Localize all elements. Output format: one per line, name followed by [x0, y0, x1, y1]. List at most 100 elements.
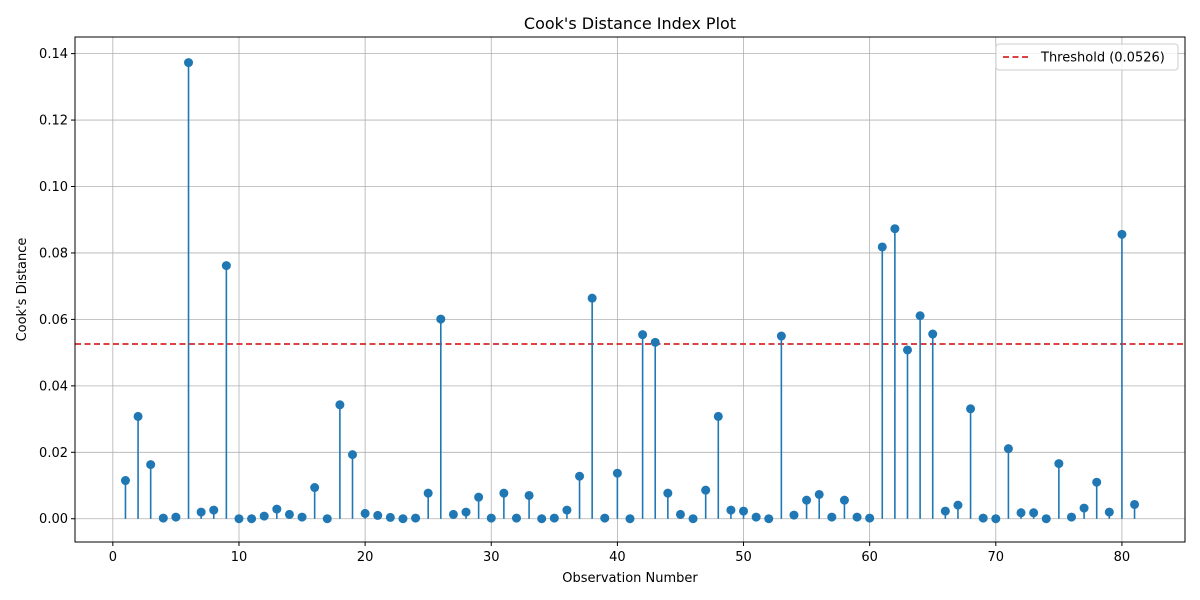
stem-marker [322, 514, 332, 524]
stem-marker [436, 314, 446, 324]
stem-marker [1104, 507, 1114, 517]
stem-marker [915, 311, 925, 321]
stem-marker [713, 411, 723, 421]
stem-marker [284, 509, 294, 519]
stem-marker [486, 513, 496, 523]
stem-marker [928, 329, 938, 339]
stem-marker [184, 58, 194, 68]
stem-marker [411, 513, 421, 523]
stem-marker [1054, 459, 1064, 469]
stem-marker [221, 261, 231, 271]
x-tick-label: 50 [735, 550, 752, 565]
stem-marker [650, 337, 660, 347]
y-tick-label: 0.06 [39, 313, 68, 328]
stem-marker [865, 513, 875, 523]
stem-marker [1117, 229, 1127, 239]
stem-marker [751, 512, 761, 522]
stem-marker [335, 400, 345, 410]
stem-marker [360, 508, 370, 518]
stem-marker [1079, 503, 1089, 513]
stem-marker [310, 483, 320, 493]
stem-marker [196, 507, 206, 517]
stem-marker [726, 505, 736, 515]
stem-marker [549, 513, 559, 523]
legend: Threshold (0.0526) [995, 43, 1179, 71]
stem-marker [398, 514, 408, 524]
stem-marker [1003, 444, 1013, 454]
stem-marker [1041, 514, 1051, 524]
stem-marker [537, 514, 547, 524]
stem-marker [827, 512, 837, 522]
stem-marker [1130, 499, 1140, 509]
stem-marker [903, 345, 912, 355]
stem-marker [802, 495, 812, 505]
stem-marker [978, 513, 988, 523]
stem-marker [272, 504, 282, 514]
stem-marker [234, 514, 244, 524]
stem-series [120, 58, 1140, 524]
x-tick-label: 20 [357, 550, 374, 565]
stem-marker [764, 514, 774, 524]
x-tick-label: 10 [231, 550, 248, 565]
stem-marker [776, 331, 786, 341]
stem-marker [461, 507, 471, 517]
stem-marker [966, 404, 976, 414]
stem-marker [852, 512, 862, 522]
stem-marker [209, 505, 219, 515]
plot-area-frame [74, 36, 1186, 543]
stem-marker [297, 512, 307, 522]
y-tick-label: 0.12 [39, 114, 68, 129]
x-tick-label: 70 [988, 550, 1005, 565]
axis-ticks: 0 10 20 30 40 50 60 70 80 0.00 0.02 0.04 0.06 0.08 0.1… [39, 47, 1130, 565]
y-tick-label: 0.10 [39, 180, 68, 195]
y-tick-label: 0.00 [39, 512, 68, 527]
x-tick-label: 40 [609, 550, 626, 565]
stem-marker [940, 506, 950, 516]
y-tick-label: 0.08 [39, 246, 68, 261]
stem-marker [133, 411, 143, 421]
stem-marker [524, 490, 534, 500]
stem-marker [839, 495, 849, 505]
stem-marker [146, 460, 156, 470]
stem-marker [789, 510, 799, 520]
stem-marker [675, 509, 685, 519]
stem-marker [474, 492, 484, 502]
x-axis-title: Observation Number [562, 571, 698, 586]
stem-marker [575, 471, 585, 481]
stem-marker [701, 485, 711, 495]
stem-marker [511, 513, 521, 523]
y-tick-label: 0.14 [39, 47, 68, 62]
stem-marker [814, 489, 824, 499]
x-tick-label: 30 [483, 550, 500, 565]
stem-marker [877, 242, 887, 252]
stem-marker [688, 514, 698, 524]
stem-marker [373, 510, 383, 520]
stem-marker [247, 514, 257, 524]
stem-marker [991, 514, 1001, 524]
stem-marker [1092, 477, 1102, 487]
stem-marker [600, 513, 610, 523]
stem-marker [499, 488, 509, 498]
stem-marker [890, 224, 900, 234]
stem-marker [562, 505, 572, 515]
x-tick-label: 0 [109, 550, 117, 565]
stem-marker [385, 512, 395, 522]
stem-marker [638, 330, 648, 340]
stem-marker [1029, 508, 1039, 518]
x-tick-label: 80 [1114, 550, 1131, 565]
stem-marker [1066, 512, 1076, 522]
stem-marker [953, 500, 963, 510]
stem-marker [259, 511, 269, 521]
stem-marker [120, 476, 130, 486]
stem-marker [612, 468, 622, 478]
stem-marker [448, 509, 458, 519]
stem-marker [1016, 508, 1026, 518]
y-axis-title: Cook's Distance [15, 238, 30, 342]
y-tick-label: 0.04 [39, 379, 68, 394]
legend-box [995, 43, 1179, 71]
stem-marker [423, 488, 433, 498]
x-tick-label: 60 [861, 550, 878, 565]
y-tick-label: 0.02 [39, 446, 68, 461]
